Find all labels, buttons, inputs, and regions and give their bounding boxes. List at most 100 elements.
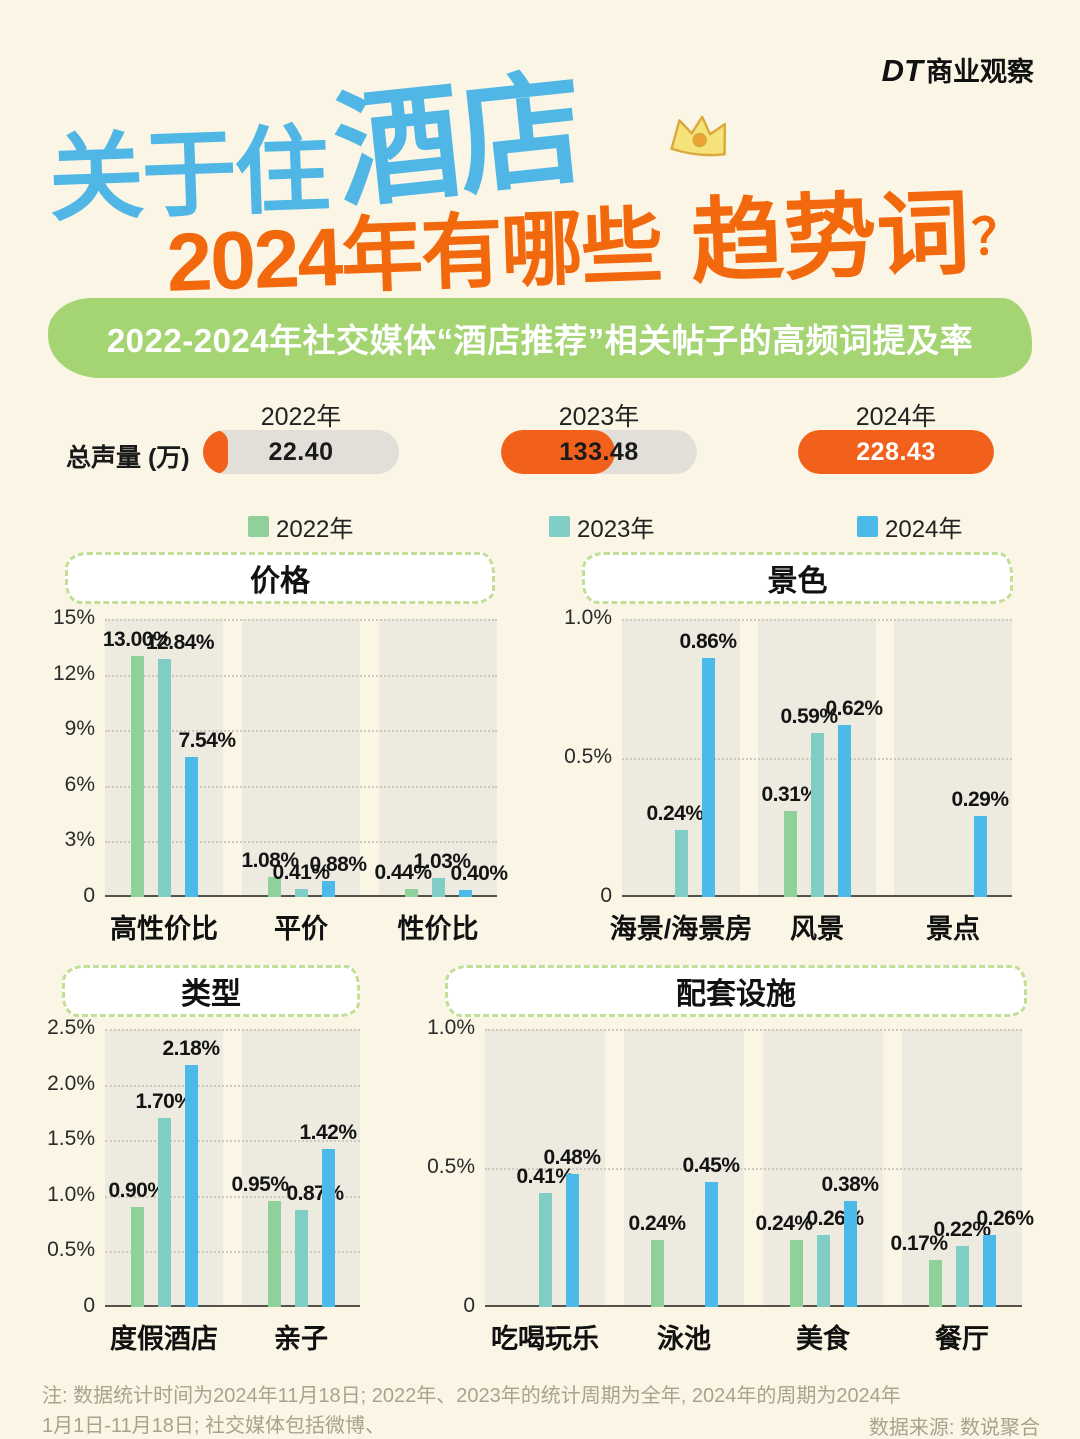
bar-value-label: 0.38% <box>821 1173 879 1197</box>
bar-value-label: 1.03% <box>413 849 471 873</box>
bar-value-label: 1.70% <box>135 1089 193 1113</box>
gridline <box>105 1251 360 1254</box>
bar-value-label: 0.88% <box>309 852 367 876</box>
bar-2024年-高性价比 <box>184 757 198 897</box>
gridline <box>105 841 497 844</box>
data-source: 数据来源: 数说聚合 <box>868 1417 1040 1439</box>
bar-value-label: 0.95% <box>231 1173 289 1197</box>
bar-2024年-平价 <box>321 880 335 897</box>
bar-value-label: 0.31% <box>761 782 819 806</box>
bar-value-label: 2.18% <box>162 1036 220 1060</box>
y-tick-label: 0 <box>83 1294 95 1317</box>
y-tick-label: 1.5% <box>47 1127 95 1151</box>
title-part-2024: 2024年有哪些 <box>165 200 663 309</box>
volume-pill-2023: 133.48 <box>501 430 697 474</box>
bar-2024年-性价比 <box>458 889 472 897</box>
volume-year-2023: 2023年 <box>558 403 640 431</box>
y-tick-label: 0.5% <box>47 1238 95 1262</box>
subtitle-banner: 2022-2024年社交媒体“酒店推荐”相关帖子的高频词提及率 <box>48 298 1032 378</box>
chart-title: 配套设施 <box>676 978 796 1011</box>
bar-value-label: 0.22% <box>933 1217 991 1241</box>
legend-label-2024: 2024年 <box>885 516 963 543</box>
y-tick-label: 0 <box>600 884 612 907</box>
chart-title: 景色 <box>767 565 828 598</box>
gridline <box>105 1084 360 1087</box>
category-label-性价比: 性价比 <box>397 914 479 944</box>
y-tick-label: 12% <box>52 661 95 685</box>
legend-swatch-2022 <box>248 516 269 537</box>
bar-2023年-美食 <box>816 1234 830 1307</box>
category-label-平价: 平价 <box>274 914 328 944</box>
volume-label: 总声量 (万) <box>66 444 190 472</box>
bar-value-label: 1.42% <box>299 1121 357 1145</box>
bar-value-label: 0.62% <box>825 696 883 720</box>
chart-title: 价格 <box>250 565 310 598</box>
category-label-吃喝玩乐: 吃喝玩乐 <box>491 1324 599 1354</box>
gridline <box>105 1140 360 1143</box>
bar-2024年-海景/海景房 <box>701 657 715 897</box>
brand-logo-name: 商业观察 <box>926 57 1034 87</box>
volume-pill-fill-2023 <box>501 430 615 474</box>
y-tick-label: 1.0% <box>427 1016 475 1039</box>
y-tick-label: 0 <box>83 884 95 907</box>
gridline <box>105 1029 360 1031</box>
chart-titlebox-类型: 类型 <box>62 965 360 1017</box>
gridline <box>105 730 497 733</box>
chart-title: 类型 <box>181 978 241 1011</box>
crown-icon <box>670 115 727 157</box>
bar-value-label: 0.26% <box>976 1206 1034 1230</box>
category-label-风景: 风景 <box>790 914 844 944</box>
legend-item-2022: 2022年 <box>248 509 353 544</box>
category-label-泳池: 泳池 <box>657 1324 711 1354</box>
volume-value-2024: 228.43 <box>856 437 936 466</box>
volume-pill-2024: 228.43 <box>798 430 994 474</box>
bar-value-label: 0.41% <box>516 1165 574 1189</box>
title-question-mark: ？ <box>970 208 1023 266</box>
bar-2022年-泳池 <box>650 1240 664 1307</box>
volume-value-2022: 22.40 <box>268 437 334 466</box>
x-axis <box>105 1305 360 1307</box>
bar-2022年-风景 <box>783 810 797 897</box>
gridline <box>485 1168 1022 1170</box>
category-label-美食: 美食 <box>796 1324 850 1354</box>
legend-label-2022: 2022年 <box>276 516 354 543</box>
bar-2023年-性价比 <box>431 877 445 897</box>
bar-2024年-景点 <box>973 816 987 897</box>
legend-item-2023: 2023年 <box>549 509 654 544</box>
plot-band <box>242 619 360 897</box>
bar-value-label: 13.00% <box>102 628 172 652</box>
bar-value-label: 0.87% <box>286 1182 344 1206</box>
footnote: 注: 数据统计时间为2024年11月18日; 2022年、2023年的统计周期为… <box>42 1381 902 1439</box>
bar-2023年-海景/海景房 <box>674 830 688 897</box>
bar-2024年-风景 <box>837 724 851 897</box>
bar-value-label: 0.24% <box>646 802 704 826</box>
gridline <box>622 619 1012 621</box>
bar-2024年-泳池 <box>704 1181 718 1307</box>
y-tick-label: 9% <box>64 717 95 741</box>
bar-2022年-平价 <box>267 876 281 897</box>
brand-logo: DT 商业观察 <box>882 50 1034 89</box>
category-label-海景/海景房: 海景/海景房 <box>609 914 753 944</box>
y-tick-label: 1.0% <box>564 606 612 629</box>
bar-value-label: 0.86% <box>679 629 737 653</box>
subtitle-banner-text: 2022-2024年社交媒体“酒店推荐”相关帖子的高频词提及率 <box>106 322 974 359</box>
legend-swatch-2024 <box>857 516 878 537</box>
bar-value-label: 0.45% <box>682 1153 740 1177</box>
gridline <box>105 785 497 788</box>
category-label-景点: 景点 <box>926 914 980 944</box>
bar-2023年-风景 <box>810 732 824 897</box>
y-tick-label: 3% <box>64 828 95 852</box>
category-label-度假酒店: 度假酒店 <box>110 1324 218 1354</box>
bar-2022年-高性价比 <box>130 656 144 897</box>
bar-2023年-亲子 <box>294 1210 308 1307</box>
bar-2024年-美食 <box>843 1201 857 1307</box>
bar-value-label: 0.48% <box>543 1145 601 1169</box>
bar-2022年-性价比 <box>404 888 418 897</box>
bar-2024年-餐厅 <box>982 1234 996 1307</box>
bar-2024年-亲子 <box>321 1149 335 1307</box>
category-label-亲子: 亲子 <box>274 1324 328 1354</box>
bar-value-label: 0.41% <box>272 861 330 885</box>
gridline <box>105 619 497 621</box>
x-axis <box>485 1305 1022 1307</box>
